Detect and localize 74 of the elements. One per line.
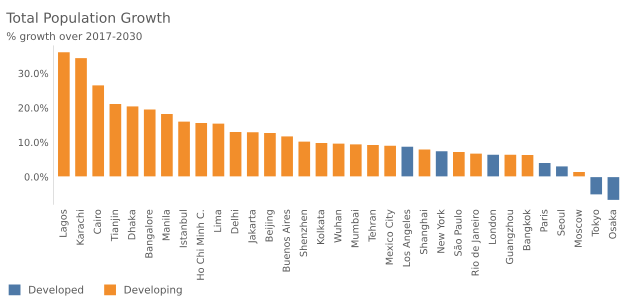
bar xyxy=(486,154,500,178)
bar xyxy=(555,166,568,178)
x-tick-label: Tehran xyxy=(368,210,376,242)
x-tick-label: Shanghai xyxy=(420,210,430,254)
x-tick-label: Bangalore xyxy=(145,210,154,258)
bar xyxy=(160,113,174,178)
x-tick-label: Cairo xyxy=(93,210,102,234)
x-tick-label: São Paulo xyxy=(454,210,462,256)
bar xyxy=(349,144,362,178)
bar xyxy=(74,57,88,178)
bar xyxy=(280,136,294,178)
x-tick-label: Dhaka xyxy=(128,210,136,240)
x-tick-label: Lima xyxy=(214,210,222,232)
x-tick-label: Paris xyxy=(540,210,548,232)
x-tick-label: Lagos xyxy=(59,210,69,237)
bar xyxy=(212,122,225,178)
legend-label: Developing xyxy=(124,286,182,296)
bar xyxy=(263,132,276,178)
x-tick-label: London xyxy=(488,210,496,244)
x-tick-label: Beijing xyxy=(265,210,275,242)
x-tick-label: Buenos Aires xyxy=(282,210,290,272)
bar xyxy=(298,140,311,178)
bar xyxy=(504,154,517,178)
y-tick-label: 10.0% xyxy=(18,138,48,146)
bar xyxy=(126,106,140,178)
bar xyxy=(366,144,380,178)
x-tick-label: Bangkok xyxy=(522,209,532,250)
x-tick-label: Tokyo xyxy=(592,210,601,236)
x-tick-label: Seoul xyxy=(557,210,565,236)
bar xyxy=(332,142,346,178)
x-tick-label: New York xyxy=(436,209,444,253)
bar xyxy=(143,108,156,178)
x-tick-label: Mexico City xyxy=(385,210,395,264)
bar xyxy=(57,52,70,178)
bar xyxy=(590,176,603,196)
y-tick-label: 30.0% xyxy=(18,70,48,78)
x-tick-label: Rio de Janeiro xyxy=(471,210,481,276)
x-tick-label: Shenzhen xyxy=(300,210,308,256)
x-tick-label: Osaka xyxy=(608,210,616,239)
bar xyxy=(92,84,105,178)
chart-subtitle: % growth over 2017-2030 xyxy=(6,32,142,42)
bar xyxy=(606,176,620,201)
x-tick-label: Manila xyxy=(162,210,170,240)
y-tick-label: 20.0% xyxy=(18,104,48,112)
bar xyxy=(418,148,432,178)
bar xyxy=(178,120,191,178)
x-tick-label: Wuhan xyxy=(334,210,342,243)
bar xyxy=(435,150,448,178)
bar xyxy=(572,171,586,178)
legend-label: Developed xyxy=(29,286,84,296)
x-tick-label: Jakarta xyxy=(248,210,258,244)
bar xyxy=(538,162,552,178)
x-tick-label: Tianjin xyxy=(110,210,120,242)
bar xyxy=(469,152,483,178)
bar xyxy=(452,151,466,178)
x-tick-label: Mumbai xyxy=(351,210,359,248)
bar xyxy=(229,131,242,178)
x-tick-label: Los Angeles xyxy=(402,210,412,266)
bar xyxy=(314,142,328,178)
x-tick-label: Guangzhou xyxy=(506,210,516,264)
bar xyxy=(400,146,414,178)
bar xyxy=(108,103,122,178)
x-tick-label: Istanbul xyxy=(179,210,187,248)
y-tick-label: 0.0% xyxy=(24,173,48,181)
bar xyxy=(384,145,397,178)
chart-title: Total Population Growth xyxy=(6,12,170,26)
bar xyxy=(246,132,260,178)
x-tick-label: Delhi xyxy=(230,210,238,234)
x-tick-label: Kolkata xyxy=(316,210,324,244)
x-tick-label: Moscow xyxy=(574,210,582,247)
x-tick-label: Ho Chi Minh C. xyxy=(196,210,204,280)
x-tick-label: Karachi xyxy=(76,210,84,245)
bar xyxy=(194,122,208,178)
bar xyxy=(521,154,534,178)
